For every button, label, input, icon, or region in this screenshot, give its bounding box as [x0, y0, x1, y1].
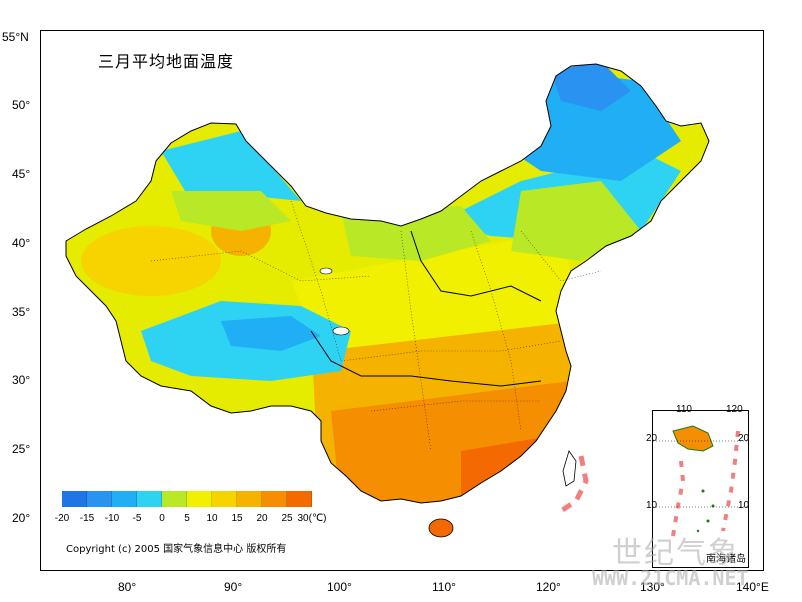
lon-label-80: 80°	[118, 580, 137, 594]
inset-top-tick-120: 120	[726, 404, 743, 415]
legend-tick-label: -5	[132, 513, 142, 524]
copyright-notice: Copyright (c) 2005 国家气象信息中心 版权所有	[66, 544, 287, 555]
legend-swatch	[62, 491, 87, 507]
lon-label-90: 90°	[224, 580, 243, 594]
inset-map	[653, 425, 748, 537]
lon-label-120: 120°	[536, 580, 561, 594]
lat-label-20: 20°	[12, 511, 31, 525]
legend-swatch	[87, 491, 112, 507]
inset-left-tick-10: 10	[646, 500, 658, 511]
legend-tick-label: 5	[184, 513, 190, 524]
lat-label-40: 40°	[12, 236, 31, 250]
inset-left-tick-20: 20	[646, 433, 658, 444]
lat-label-35: 35°	[12, 305, 31, 319]
maritime-boundary	[559, 455, 589, 514]
watermark-cn: 世纪气象	[612, 536, 740, 571]
lat-label-45: 45°	[12, 167, 31, 181]
map-title: 三月平均地面温度	[98, 52, 235, 71]
legend-swatch	[137, 491, 162, 507]
legend-tick-label: 20	[256, 513, 268, 524]
lon-label-100: 100°	[327, 580, 352, 594]
inset-right-tick-10: 10	[738, 500, 750, 511]
south-china-sea-inset	[652, 410, 749, 568]
legend-swatch	[212, 491, 237, 507]
legend-swatch	[187, 491, 212, 507]
legend-tick-label: 30(℃)	[297, 513, 327, 524]
legend-tick-label: -15	[79, 513, 95, 524]
legend-swatch	[287, 491, 312, 507]
lat-label-55: 55°N	[2, 30, 29, 44]
legend-tick-label: -10	[104, 513, 120, 524]
map-frame	[40, 30, 764, 571]
legend-swatch	[262, 491, 287, 507]
color-legend	[62, 491, 312, 507]
lon-label-130: 130°	[640, 580, 665, 594]
lon-label-110: 110°	[432, 580, 456, 594]
legend-tick-label: 25	[281, 513, 293, 524]
lon-label-140: 140°E	[736, 580, 769, 594]
taiwan-island	[562, 450, 577, 487]
legend-tick-label: 0	[159, 513, 165, 524]
lat-label-25: 25°	[12, 442, 31, 456]
inset-right-tick-20: 20	[738, 433, 750, 444]
legend-swatch	[162, 491, 187, 507]
legend-swatch	[112, 491, 137, 507]
lat-label-50: 50°	[12, 98, 31, 112]
watermark-en: WWW.21CMA.NET	[592, 566, 749, 590]
inset-label: 南海诸岛	[706, 554, 746, 565]
legend-swatch	[237, 491, 262, 507]
inset-top-tick-110: 110	[676, 404, 692, 415]
lat-label-30: 30°	[12, 373, 31, 387]
temperature-map	[65, 63, 710, 538]
legend-tick-label: -20	[54, 513, 70, 524]
legend-tick-label: 15	[231, 513, 243, 524]
legend-tick-label: 10	[206, 513, 218, 524]
hainan-island	[428, 518, 454, 538]
